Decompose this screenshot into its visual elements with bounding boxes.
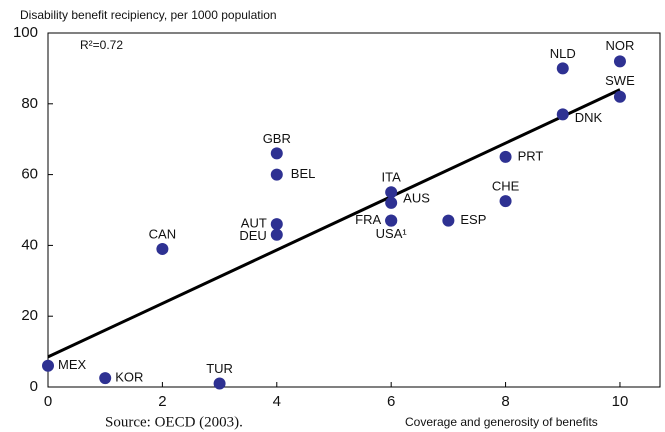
point-label: CHE (492, 179, 520, 194)
point (156, 242, 169, 255)
x-tick-label: 4 (273, 393, 281, 410)
point-label: ESP (460, 212, 486, 227)
x-tick-label: 0 (44, 393, 52, 410)
chart-title: Disability benefit recipiency, per 1000 … (20, 8, 277, 22)
point (385, 214, 398, 227)
point (556, 62, 569, 75)
point (42, 359, 54, 372)
point-label: GBR (263, 131, 291, 146)
point-label: DNK (575, 110, 603, 125)
point (270, 218, 283, 231)
point (270, 228, 283, 241)
y-tick-label: 80 (21, 95, 38, 112)
x-axis-label: Coverage and generosity of benefits (405, 415, 598, 429)
point-label: ITA (382, 170, 402, 185)
point-label: AUT (241, 216, 267, 231)
x-tick-label: 2 (158, 393, 166, 410)
source: Source: OECD (2003). (105, 414, 243, 430)
point (613, 90, 626, 103)
y-tick-label: 60 (21, 166, 38, 183)
point-label: AUS (403, 190, 430, 205)
point-label: NOR (606, 38, 635, 53)
point-label: DEU (239, 228, 266, 243)
point-label: TUR (206, 361, 233, 376)
point-label: FRA (355, 212, 381, 227)
point (556, 108, 569, 121)
x-tick-label: 6 (387, 393, 395, 410)
point-label: PRT (518, 148, 544, 163)
point (613, 55, 626, 68)
x-tick-label: 8 (501, 393, 509, 410)
point (385, 196, 398, 209)
point (442, 214, 455, 227)
point-label: CAN (149, 226, 176, 241)
point-label: KOR (115, 370, 143, 385)
point-label: NLD (550, 46, 576, 61)
point (270, 147, 283, 160)
point (213, 377, 226, 390)
point-label: SWE (605, 73, 635, 88)
point-label: USA¹ (376, 226, 408, 241)
plot-frame (47, 32, 661, 388)
trend-line (47, 88, 621, 359)
point (99, 372, 112, 385)
point (499, 150, 512, 163)
point-label: MEX (58, 357, 87, 372)
point (385, 186, 398, 199)
y-tick-label: 20 (21, 307, 38, 324)
annotation: R²=0.72 (80, 38, 123, 52)
x-tick-label: 10 (612, 393, 629, 410)
y-tick-label: 100 (13, 24, 38, 41)
point (499, 195, 512, 208)
point (270, 168, 283, 181)
y-tick-label: 0 (30, 378, 38, 395)
point-label: BEL (291, 166, 316, 181)
y-tick-label: 40 (21, 236, 38, 253)
